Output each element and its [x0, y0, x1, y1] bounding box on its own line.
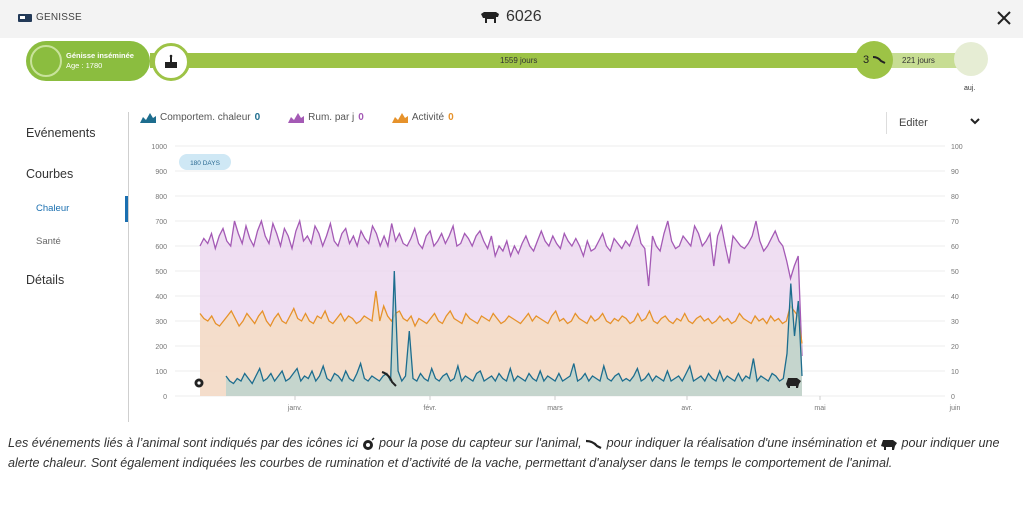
y-tick-right: 80: [951, 194, 959, 201]
sidebar-subitem-sante[interactable]: Santé: [36, 236, 61, 247]
y-tick-left: 400: [155, 294, 167, 301]
range-badge-label: 180 DAYS: [190, 160, 221, 167]
series-area: [226, 271, 802, 396]
caption-part-2: pour la pose du capteur sur l'animal,: [379, 436, 586, 450]
sidebar: Evénements Courbes Chaleur Santé Détails: [0, 112, 130, 422]
series-line: [199, 218, 803, 357]
active-indicator: [125, 196, 128, 222]
animal-type-label: GENISSE: [36, 12, 82, 23]
y-tick-right: 90: [951, 169, 959, 176]
sidebar-subitem-chaleur[interactable]: Chaleur: [36, 203, 70, 214]
sidebar-divider: [128, 112, 129, 422]
edit-label: Editer: [899, 117, 928, 129]
legend-count-chaleur: 0: [254, 112, 261, 123]
area-rumination-icon: [288, 113, 305, 123]
legend-item-chaleur[interactable]: Comportem. chaleur 0: [140, 112, 260, 123]
caption-part-4: pour indiquer une alerte chaleur. Sont é…: [8, 436, 1000, 470]
y-tick-right: 0: [951, 394, 955, 401]
close-icon: [997, 11, 1011, 25]
modal-header: GENISSE 6026: [0, 0, 1023, 38]
status-age: Age : 1780: [66, 61, 103, 70]
insemination-icon: [872, 56, 886, 64]
sidebar-item-details[interactable]: Détails: [26, 273, 65, 287]
animal-type: GENISSE: [18, 12, 82, 23]
status-circle: [30, 45, 62, 77]
legend-label-chaleur: Comportem. chaleur: [160, 112, 251, 123]
chevron-down-icon: [970, 118, 980, 125]
x-tick-label: mai: [814, 405, 826, 412]
caption-part-3: pour indiquer la réalisation d'une insém…: [606, 436, 880, 450]
insemination-node[interactable]: 3: [855, 41, 893, 79]
status-title: Génisse inséminée: [66, 51, 134, 60]
x-tick-label: févr.: [423, 405, 436, 412]
y-tick-right: 100: [951, 144, 963, 151]
cow-icon: [481, 12, 499, 23]
insemination-icon: [586, 439, 602, 449]
heifer-tag-icon: [18, 13, 32, 22]
sensor-event-icon-core: [197, 381, 201, 385]
legend-count-activite: 0: [448, 112, 454, 123]
heat-alert-event-icon: [786, 378, 801, 388]
timeline-segment-2: [880, 53, 960, 68]
sidebar-item-courbes[interactable]: Courbes: [26, 167, 74, 181]
y-tick-left: 200: [155, 344, 167, 351]
y-tick-right: 40: [951, 294, 959, 301]
y-tick-left: 1000: [151, 144, 167, 151]
y-tick-left: 300: [155, 319, 167, 326]
series-line: [199, 290, 803, 344]
x-tick-label: janv.: [287, 405, 302, 412]
y-tick-left: 800: [155, 194, 167, 201]
insemination-count: 3: [863, 54, 870, 66]
y-tick-right: 50: [951, 269, 959, 276]
area-activite-icon: [391, 113, 408, 123]
insemination-event-icon: [381, 371, 397, 387]
y-tick-left: 600: [155, 244, 167, 251]
caption-part-1: Les événements liés à l’animal sont indi…: [8, 436, 362, 450]
y-tick-left: 700: [155, 219, 167, 226]
y-tick-left: 100: [155, 369, 167, 376]
today-node[interactable]: [954, 42, 988, 76]
status-pill[interactable]: Génisse inséminée Age : 1780: [26, 41, 150, 81]
animal-id: 6026: [506, 8, 542, 25]
y-tick-left: 900: [155, 169, 167, 176]
sidebar-item-evenements[interactable]: Evénements: [26, 126, 96, 140]
legend-label-rumination: Rum. par j: [308, 112, 355, 123]
birthday-cake-icon: [165, 54, 177, 68]
close-button[interactable]: [992, 6, 1016, 30]
y-tick-left: 500: [155, 269, 167, 276]
range-badge: [179, 154, 231, 170]
days-label-2: 221 jours: [902, 56, 935, 65]
x-tick-label: avr.: [681, 405, 692, 412]
legend-count-rumination: 0: [358, 112, 364, 123]
figure-caption: Les événements liés à l’animal sont indi…: [8, 433, 1018, 473]
x-tick-label: juin: [949, 405, 961, 412]
legend-label-activite: Activité: [411, 112, 445, 123]
edit-dropdown[interactable]: Editer: [886, 112, 996, 134]
area-chaleur-icon: [140, 113, 156, 123]
y-tick-right: 10: [951, 369, 959, 376]
legend-item-activite[interactable]: Activité 0: [391, 112, 454, 123]
legend-item-rumination[interactable]: Rum. par j 0: [288, 112, 364, 123]
days-label-1: 1559 jours: [500, 56, 538, 65]
y-tick-right: 60: [951, 244, 959, 251]
heat-alert-icon: [881, 439, 897, 450]
heat-rumination-chart: 0 0 100 10 200 20 300 30 400 40 500 50 600 60 700 70 800…: [151, 144, 963, 412]
chart-legend: Comportem. chaleur 0 Rum. par j 0 Activi…: [140, 112, 482, 123]
y-tick-right: 20: [951, 344, 959, 351]
lifecycle-timeline: Génisse inséminée Age : 1780 1559 jours …: [0, 38, 1023, 98]
birth-node[interactable]: [152, 43, 190, 81]
today-label: auj.: [964, 85, 976, 92]
y-tick-right: 70: [951, 219, 959, 226]
y-tick-right: 30: [951, 319, 959, 326]
series-line: [225, 270, 803, 385]
sensor-icon: [362, 437, 375, 450]
timeline-segment-1: [150, 53, 870, 68]
x-tick-label: mars: [547, 405, 563, 412]
y-tick-left: 0: [163, 394, 167, 401]
animal-title: 6026: [480, 8, 542, 26]
